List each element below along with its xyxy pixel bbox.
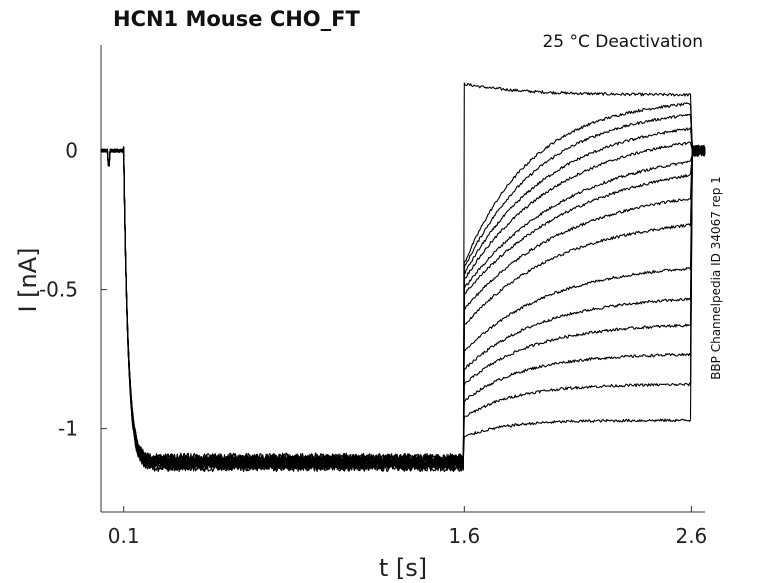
x-axis-label: t [s] (379, 554, 427, 582)
y-tick-label: -1 (58, 417, 78, 441)
current-trace-11 (100, 144, 706, 466)
current-trace-5 (100, 141, 706, 470)
traces (100, 82, 706, 473)
y-tick-label: -0.5 (39, 278, 78, 302)
condition-annotation: 25 °C Deactivation (542, 32, 703, 52)
current-trace-2 (100, 102, 706, 472)
current-trace-15 (100, 145, 706, 463)
y-axis-label: I [nA] (14, 247, 42, 312)
x-tick-label: 1.6 (448, 524, 480, 548)
y-tick-label: 0 (65, 139, 78, 163)
chart-title: HCN1 Mouse CHO_FT (113, 7, 360, 31)
x-tick-label: 2.6 (675, 524, 707, 548)
x-tick-label: 0.1 (108, 524, 140, 548)
axes (100, 45, 705, 513)
ticks: 0.1 1.6 2.6 0 -0.5 -1 (39, 139, 707, 548)
current-trace-3 (100, 113, 706, 471)
channelpedia-id-note: BBP Channelpedia ID 34067 rep 1 (709, 176, 723, 380)
current-trace-14 (100, 145, 706, 464)
